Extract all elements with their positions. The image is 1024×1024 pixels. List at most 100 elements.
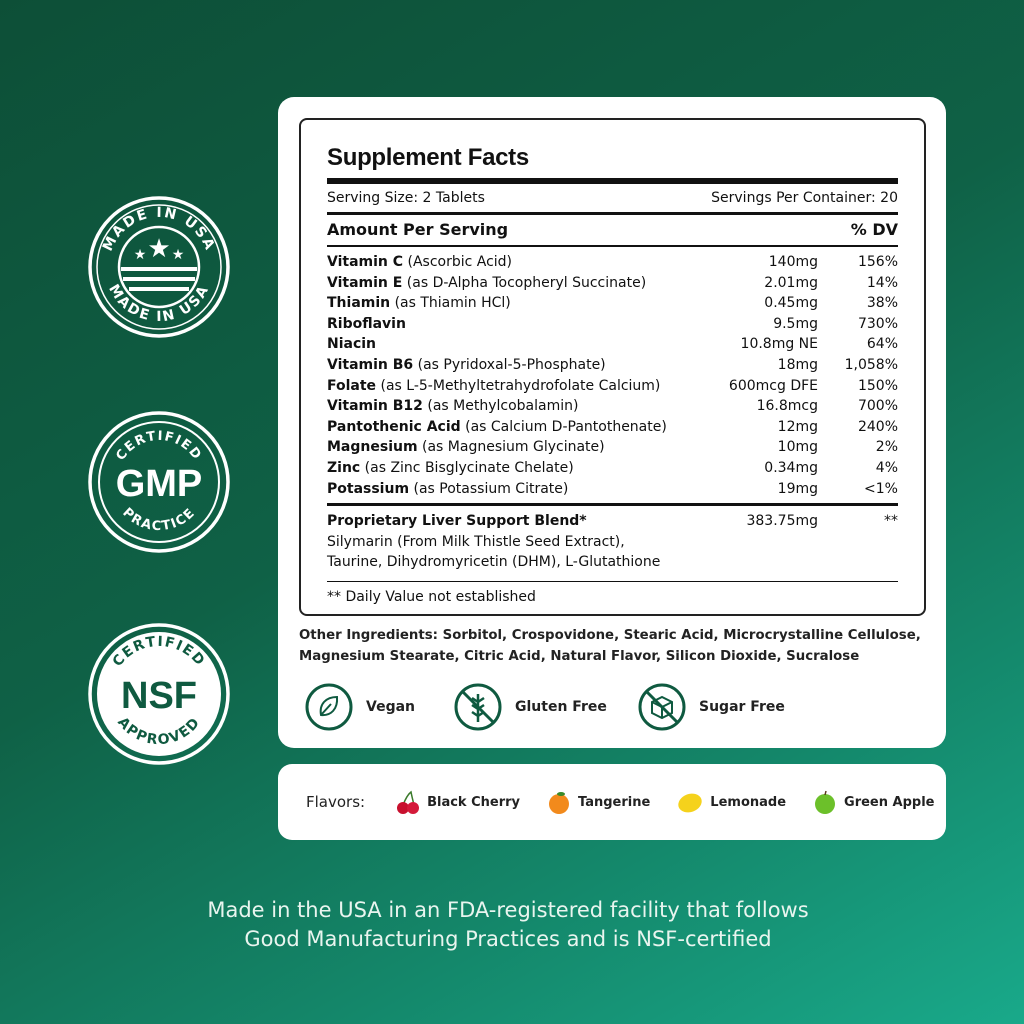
facts-title: Supplement Facts: [327, 144, 529, 171]
nutrient-amount: 2.01mg: [764, 274, 818, 291]
nutrient-dv: 150%: [857, 377, 898, 394]
flavor-lemonade: Lemonade: [676, 789, 786, 815]
nutrient-name: Vitamin B6 (as Pyridoxal-5-Phosphate): [327, 356, 606, 373]
svg-text:PRACTICE: PRACTICE: [119, 505, 198, 534]
nutrient-amount: 0.45mg: [764, 295, 818, 312]
nutrient-row: Magnesium (as Magnesium Glycinate) 10mg 2%: [327, 437, 898, 458]
flavor-black-cherry: Black Cherry: [395, 789, 520, 815]
leaf-icon: [305, 683, 353, 731]
nutrient-dv: 1,058%: [844, 356, 898, 373]
blend-ingredients-2: Taurine, Dihydromyricetin (DHM), L-Gluta…: [327, 554, 661, 571]
nutrient-amount: 16.8mcg: [756, 398, 818, 415]
footer-line2: Good Manufacturing Practices and is NSF-…: [244, 927, 772, 951]
dv-header: % DV: [850, 220, 898, 239]
supplement-facts-panel: Supplement Facts Serving Size: 2 Tablets…: [299, 118, 926, 616]
flavor-tangerine: Tangerine: [546, 789, 650, 815]
nutrient-dv: 4%: [875, 459, 898, 476]
svg-text:NSF: NSF: [121, 675, 197, 717]
nutrient-name: Thiamin (as Thiamin HCl): [327, 295, 511, 312]
usa-flag-icon: ★★ ★: [121, 234, 197, 291]
nutrient-dv: 14%: [866, 274, 898, 291]
blend-ingredients-1: Silymarin (From Milk Thistle Seed Extrac…: [327, 533, 625, 550]
flavor-label: Green Apple: [844, 794, 935, 810]
nutrient-name: Niacin: [327, 336, 377, 353]
nutrient-dv: 700%: [857, 398, 898, 415]
nutrient-dv: 730%: [857, 315, 898, 332]
nutrient-dv: <1%: [864, 480, 898, 497]
diet-gluten-free: Gluten Free: [453, 682, 607, 732]
nutrient-row: Niacin 10.8mg NE 64%: [327, 334, 898, 355]
nutrient-row: Vitamin B6 (as Pyridoxal-5-Phosphate) 18m…: [327, 355, 898, 376]
nutrient-name: Folate (as L-5-Methyltetrahydrofolate Ca…: [327, 377, 661, 394]
flavors-label: Flavors:: [306, 793, 366, 811]
other-ingredients: Other Ingredients: Sorbitol, Crospovidon…: [299, 625, 929, 667]
nutrient-row: Thiamin (as Thiamin HCl) 0.45mg 38%: [327, 293, 898, 314]
nutrient-amount: 10mg: [777, 439, 818, 456]
other-ingredients-line1: Other Ingredients: Sorbitol, Crospovidon…: [299, 628, 921, 643]
svg-text:★: ★: [134, 247, 147, 263]
nutrient-dv: 240%: [857, 418, 898, 435]
nutrient-name: Pantothenic Acid (as Calcium D-Pantothen…: [327, 418, 667, 435]
diet-label: Sugar Free: [699, 699, 785, 715]
nutrient-dv: 64%: [866, 336, 898, 353]
footnote: ** Daily Value not established: [327, 588, 536, 605]
amount-header: Amount Per Serving: [327, 220, 509, 239]
blend-amount: 383.75mg: [746, 513, 818, 530]
nutrient-dv: 38%: [866, 295, 898, 312]
made-in-usa-badge: MADE IN USA MADE IN USA ★★ ★: [88, 196, 230, 338]
nutrient-amount: 9.5mg: [773, 315, 818, 332]
gmp-certified-badge: CERTIFIED GMP PRACTICE: [88, 411, 230, 553]
blend-dv: **: [884, 513, 898, 530]
servings-per-container: Servings Per Container: 20: [711, 190, 898, 206]
nutrient-name: Vitamin C (Ascorbic Acid): [327, 254, 513, 270]
nutrient-amount: 19mg: [777, 480, 818, 497]
svg-text:★: ★: [172, 247, 185, 263]
nutrient-row: Potassium (as Potassium Citrate) 19mg <1%: [327, 479, 898, 500]
nutrient-name: Magnesium (as Magnesium Glycinate): [327, 439, 605, 456]
lemon-icon: [678, 793, 702, 813]
nutrient-name: Vitamin E (as D-Alpha Tocopheryl Succina…: [327, 274, 647, 291]
supplement-facts-card: Supplement Facts Serving Size: 2 Tablets…: [278, 97, 946, 748]
nutrient-row: Zinc (as Zinc Bisglycinate Chelate) 0.34m…: [327, 458, 898, 479]
flavor-green-apple: Green Apple: [812, 789, 934, 815]
flavors-bar: Flavors: Black Cherry Tangerine Lemonade…: [278, 764, 946, 840]
tangerine-icon: [549, 792, 570, 814]
nutrient-amount: 10.8mg NE: [740, 336, 818, 353]
nutrient-name: Zinc (as Zinc Bisglycinate Chelate): [327, 459, 574, 476]
serving-size: Serving Size: 2 Tablets: [327, 190, 485, 206]
svg-text:★: ★: [147, 234, 170, 264]
nutrient-row: Vitamin C (Ascorbic Acid) 140mg 156%: [327, 252, 898, 273]
svg-text:GMP: GMP: [116, 463, 203, 505]
green-apple-icon: [815, 790, 836, 814]
flavor-label: Lemonade: [710, 794, 787, 810]
svg-text:CERTIFIED: CERTIFIED: [113, 429, 204, 464]
nutrient-dv: 2%: [875, 439, 898, 456]
nutrient-name: Riboflavin: [327, 315, 406, 332]
nutrient-amount: 18mg: [777, 356, 818, 373]
nutrient-amount: 600mcg DFE: [728, 377, 818, 394]
footer-statement: Made in the USA in an FDA-registered fac…: [0, 896, 1016, 954]
flavor-label: Black Cherry: [427, 794, 521, 810]
no-sugar-cube-icon: [638, 683, 686, 731]
footer-line1: Made in the USA in an FDA-registered fac…: [207, 898, 809, 922]
nutrient-row: Vitamin B12 (as Methylcobalamin) 16.8mcg 7…: [327, 396, 898, 417]
nutrient-name: Vitamin B12 (as Methylcobalamin): [327, 398, 579, 415]
nutrient-amount: 12mg: [777, 418, 818, 435]
other-ingredients-line2: Magnesium Stearate, Citric Acid, Natural…: [299, 649, 860, 664]
diet-sugar-free: Sugar Free: [637, 682, 785, 732]
flavor-label: Tangerine: [578, 794, 651, 810]
cherry-icon: [397, 790, 420, 814]
nutrient-amount: 0.34mg: [764, 459, 818, 476]
nutrient-row: Riboflavin 9.5mg 730%: [327, 314, 898, 335]
diet-label: Vegan: [366, 699, 415, 715]
nsf-certified-badge: CERTIFIED NSF APPROVED: [88, 623, 230, 765]
nutrient-row: Pantothenic Acid (as Calcium D-Pantothen…: [327, 417, 898, 438]
blend-name: Proprietary Liver Support Blend*: [327, 513, 587, 530]
nutrient-row: Vitamin E (as D-Alpha Tocopheryl Succina…: [327, 273, 898, 294]
diet-vegan: Vegan: [304, 682, 415, 732]
nutrient-amount: 140mg: [768, 254, 818, 270]
no-wheat-icon: [454, 683, 502, 731]
nutrient-name: Potassium (as Potassium Citrate): [327, 480, 569, 497]
nutrient-row: Folate (as L-5-Methyltetrahydrofolate Ca…: [327, 376, 898, 397]
diet-label: Gluten Free: [515, 699, 607, 715]
